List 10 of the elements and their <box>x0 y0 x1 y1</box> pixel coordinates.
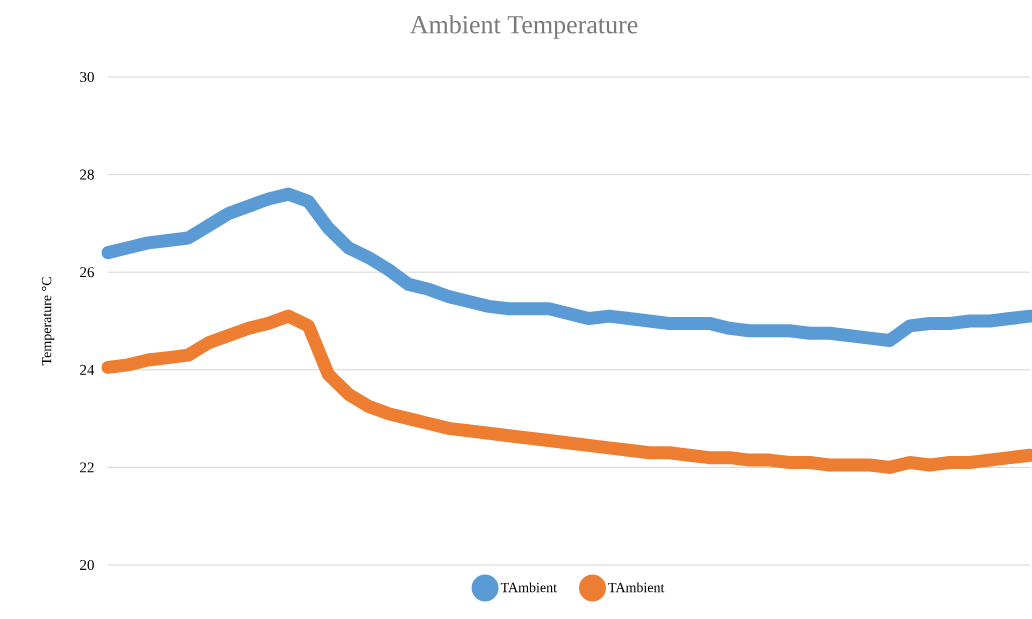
y-tick-label: 30 <box>80 71 94 83</box>
legend-label: TAmbient <box>500 582 557 593</box>
y-tick-label: 24 <box>80 364 95 375</box>
y-tick-label: 20 <box>80 559 94 571</box>
y-axis-title: Temperature °C <box>41 277 55 366</box>
y-tick-label: 26 <box>80 267 95 278</box>
y-tick-label: 28 <box>80 169 94 180</box>
legend-label: TAmbient <box>608 582 665 593</box>
y-tick-label: 22 <box>80 462 94 473</box>
chart-title: Ambient Temperature <box>410 15 638 39</box>
